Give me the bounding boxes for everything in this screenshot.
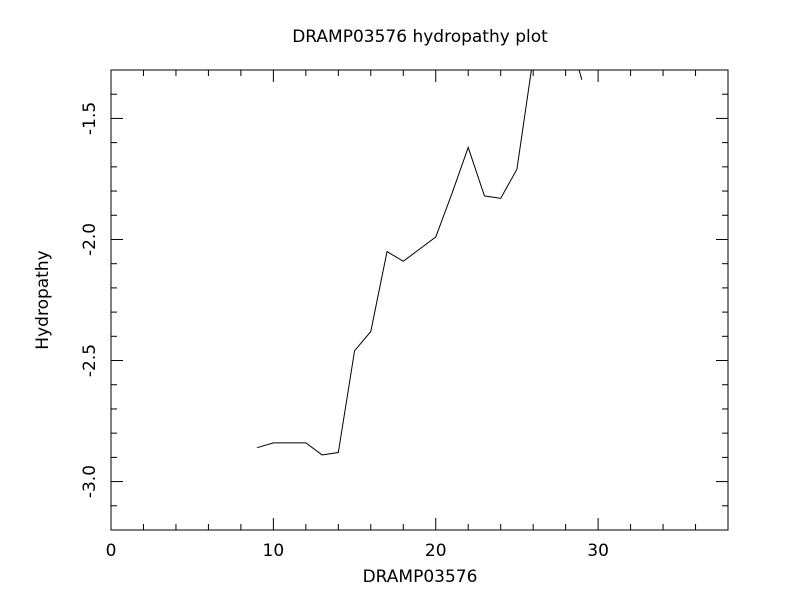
x-tick-label: 0 [106,541,117,561]
plot-frame [110,69,729,531]
x-tick-label: 10 [263,541,285,561]
x-tick-label: 30 [587,541,609,561]
y-axis-label: Hydropathy [33,250,53,349]
x-tick-label: 20 [425,541,447,561]
y-tick-label: -2.0 [80,223,100,256]
x-axis-label: DRAMP03576 [363,567,478,587]
y-tick-label: -2.5 [80,344,100,377]
data-line [256,70,583,456]
chart-title: DRAMP03576 hydropathy plot [292,27,548,47]
y-tick-label: -3.0 [80,465,100,498]
y-tick-label: -1.5 [80,102,100,135]
